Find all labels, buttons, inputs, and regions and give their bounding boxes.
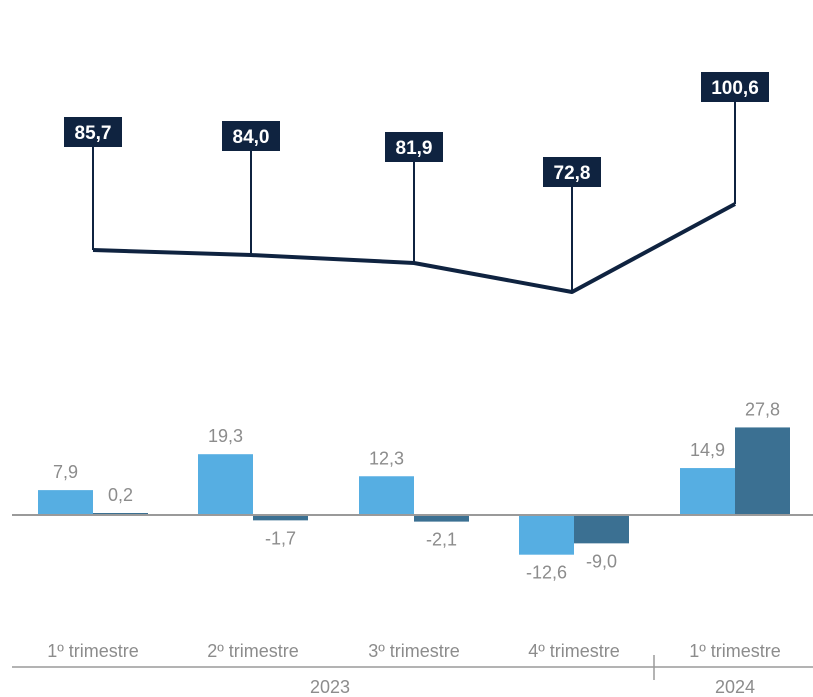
year-label: 2023 <box>310 677 350 697</box>
line-point-1: 85,7 <box>64 117 122 250</box>
bar-series1-2 <box>198 454 253 515</box>
bar-value-label: 7,9 <box>53 462 78 482</box>
line-point-3: 81,9 <box>385 132 443 263</box>
x-tick-label: 3º trimestre <box>368 641 460 661</box>
bar-series1-3 <box>359 476 414 515</box>
bar-series2-2 <box>253 515 308 521</box>
bar-value-label: -2,1 <box>426 530 457 550</box>
bar-series2-4 <box>574 515 629 544</box>
line-value-label: 81,9 <box>396 138 433 159</box>
bar-series1-4 <box>519 515 574 555</box>
line-value-label: 85,7 <box>75 123 112 144</box>
line-value-label: 72,8 <box>554 163 591 184</box>
x-axis: 1º trimestre 2º trimestre 3º trimestre 4º t… <box>12 641 813 697</box>
line-point-2: 84,0 <box>222 121 280 255</box>
bar-value-label: 0,2 <box>108 485 133 505</box>
year-label: 2024 <box>715 677 755 697</box>
bar-series1-5 <box>680 468 735 515</box>
bar-value-label: 19,3 <box>208 426 243 446</box>
bar-series2-3 <box>414 515 469 522</box>
bar-value-label: 12,3 <box>369 448 404 468</box>
line-point-4: 72,8 <box>543 157 601 292</box>
x-tick-label: 1º trimestre <box>689 641 781 661</box>
line-value-label: 84,0 <box>233 127 270 148</box>
value-label-box <box>385 132 443 162</box>
line-chart: 85,7 84,0 81,9 72,8 100,6 <box>64 72 769 294</box>
value-label-box <box>701 72 769 102</box>
bar-value-label: -1,7 <box>265 528 296 548</box>
bar-value-label: -9,0 <box>586 551 617 571</box>
value-label-box <box>64 117 122 147</box>
bar-series2-5 <box>735 427 790 515</box>
bar-series1-1 <box>38 490 93 515</box>
x-tick-label: 1º trimestre <box>47 641 139 661</box>
line-value-label: 100,6 <box>711 78 759 99</box>
x-tick-label: 4º trimestre <box>528 641 620 661</box>
bar-chart: 7,9 19,3 12,3 -12,6 14,9 0,2 -1,7 -2,1 -9,0 27,8 <box>12 399 813 583</box>
value-label-box <box>222 121 280 151</box>
line-point-5: 100,6 <box>701 72 769 204</box>
bar-value-label: -12,6 <box>526 563 567 583</box>
bar-value-label: 14,9 <box>690 440 725 460</box>
x-tick-label: 2º trimestre <box>207 641 299 661</box>
value-label-box <box>543 157 601 187</box>
bar-value-label: 27,8 <box>745 399 780 419</box>
